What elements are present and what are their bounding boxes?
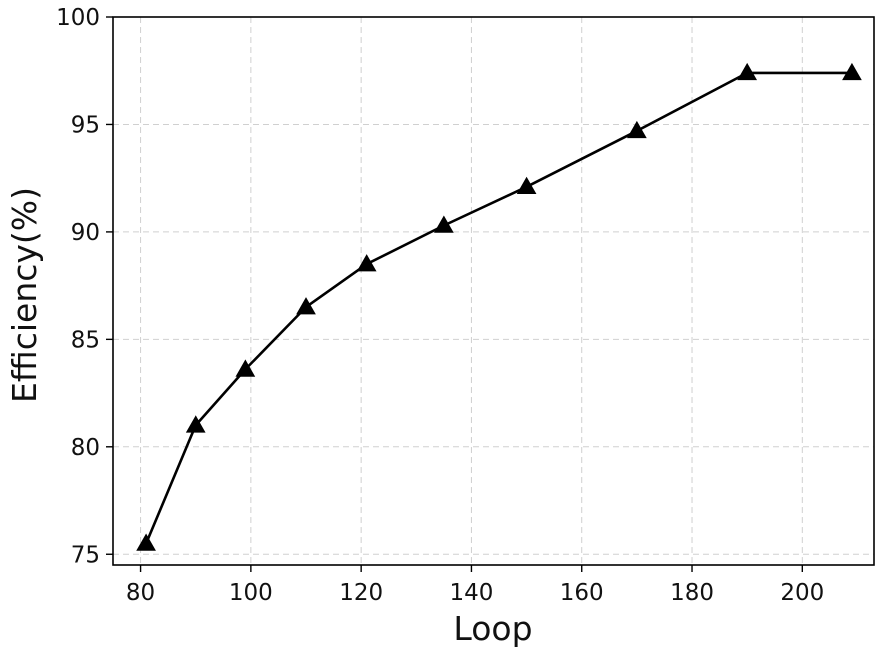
x-axis-title: Loop — [453, 609, 532, 648]
y-tick-label: 75 — [71, 542, 100, 568]
x-tick-label: 160 — [560, 580, 604, 606]
x-tick-label: 200 — [780, 580, 824, 606]
data-point-marker — [627, 120, 647, 139]
series-line — [144, 71, 852, 545]
x-tick-label: 180 — [670, 580, 714, 606]
x-tick-label: 100 — [229, 580, 273, 606]
x-tick-label: 120 — [339, 580, 383, 606]
y-axis-title: Efficiency(%) — [5, 187, 44, 403]
y-tick-label: 100 — [56, 5, 100, 31]
data-point-marker — [434, 215, 454, 233]
y-tick-label: 90 — [71, 220, 100, 246]
data-point-marker — [516, 176, 537, 195]
plot-frame — [112, 16, 875, 566]
data-point-marker — [842, 62, 862, 81]
y-tick-label: 80 — [71, 435, 100, 461]
x-tick-label: 140 — [449, 580, 493, 606]
series-layer — [136, 62, 862, 551]
axes: 80 100 120 140 160 180 200 75 80 85 90 95 100 — [56, 5, 875, 606]
y-tick-label: 95 — [71, 112, 100, 138]
data-point-marker — [136, 533, 156, 551]
y-tick-label: 85 — [71, 327, 100, 353]
grid — [113, 16, 874, 565]
data-point-marker — [185, 415, 206, 433]
data-point-marker — [737, 62, 758, 81]
x-tick-label: 80 — [126, 580, 155, 606]
data-point-marker — [235, 359, 256, 377]
data-point-marker — [296, 297, 316, 315]
data-point-marker — [356, 254, 377, 272]
